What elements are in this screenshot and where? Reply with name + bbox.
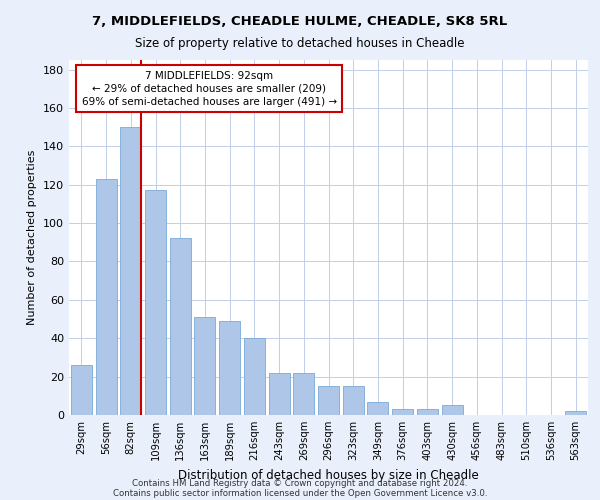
Bar — [442, 406, 463, 415]
Bar — [194, 317, 215, 415]
Y-axis label: Number of detached properties: Number of detached properties — [28, 150, 37, 325]
Text: Contains public sector information licensed under the Open Government Licence v3: Contains public sector information licen… — [113, 488, 487, 498]
Bar — [565, 411, 586, 415]
Bar — [244, 338, 265, 415]
X-axis label: Distribution of detached houses by size in Cheadle: Distribution of detached houses by size … — [178, 468, 479, 481]
Text: 7, MIDDLEFIELDS, CHEADLE HULME, CHEADLE, SK8 5RL: 7, MIDDLEFIELDS, CHEADLE HULME, CHEADLE,… — [92, 15, 508, 28]
Bar — [318, 386, 339, 415]
Bar — [120, 127, 141, 415]
Bar — [343, 386, 364, 415]
Text: Contains HM Land Registry data © Crown copyright and database right 2024.: Contains HM Land Registry data © Crown c… — [132, 478, 468, 488]
Bar — [145, 190, 166, 415]
Bar — [269, 373, 290, 415]
Bar — [417, 409, 438, 415]
Bar — [367, 402, 388, 415]
Text: 7 MIDDLEFIELDS: 92sqm
← 29% of detached houses are smaller (209)
69% of semi-det: 7 MIDDLEFIELDS: 92sqm ← 29% of detached … — [82, 70, 337, 107]
Bar — [219, 321, 240, 415]
Text: Size of property relative to detached houses in Cheadle: Size of property relative to detached ho… — [135, 38, 465, 51]
Bar — [392, 409, 413, 415]
Bar — [170, 238, 191, 415]
Bar — [71, 365, 92, 415]
Bar — [293, 373, 314, 415]
Bar — [95, 179, 116, 415]
